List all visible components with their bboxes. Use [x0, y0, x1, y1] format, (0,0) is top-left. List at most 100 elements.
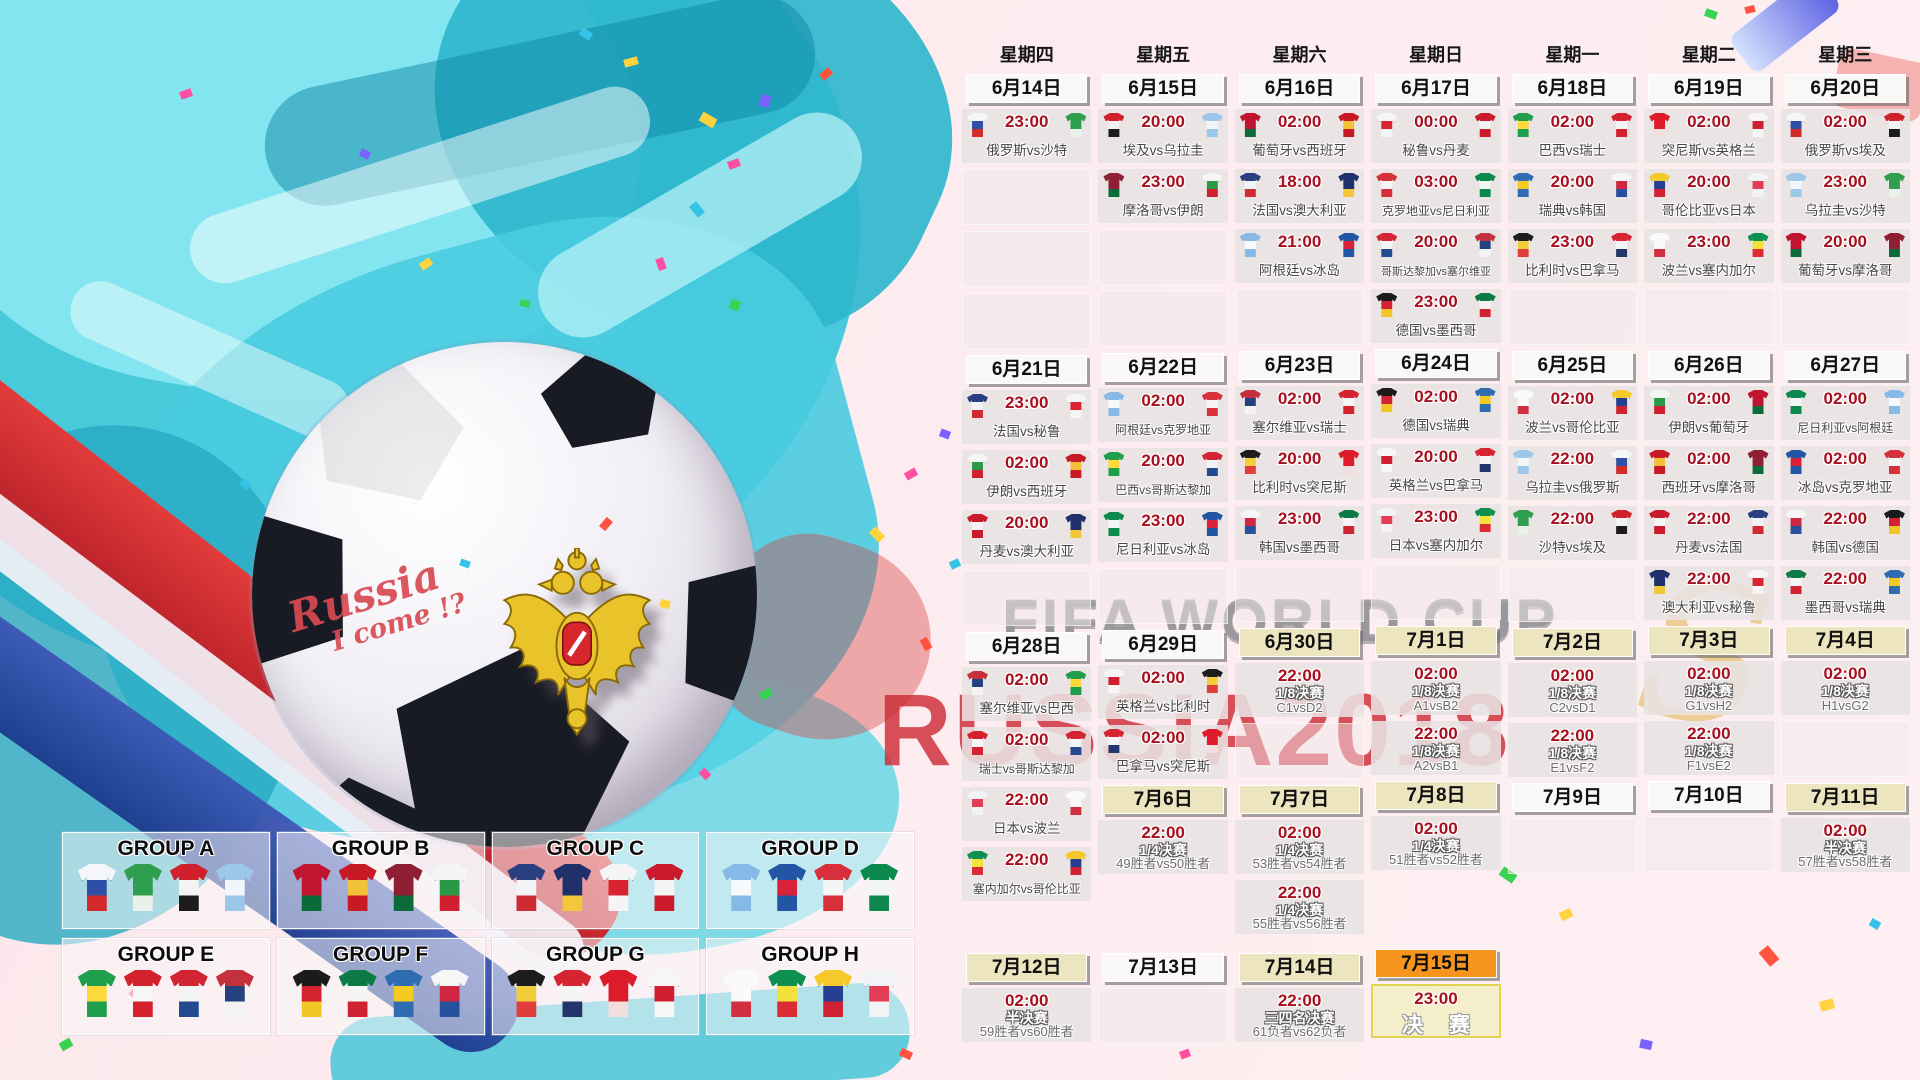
match-cell: 02:00 尼日利亚vs阿根廷 [1780, 386, 1910, 440]
match-teams-label: 埃及vs乌拉圭 [1122, 143, 1204, 158]
team-jersey-icon [1065, 671, 1087, 695]
knockout-teams-label: C1vsD2 [1276, 700, 1323, 715]
knockout-teams-label: C2vsD1 [1549, 700, 1596, 715]
match-time: 20:00 [1550, 172, 1595, 191]
date-header: 7月9日 [1511, 783, 1634, 812]
date-header: 6月16日 [1238, 74, 1361, 103]
soccer-ball [252, 342, 757, 847]
team-jersey-icon [1512, 510, 1534, 534]
team-jersey-icon [1883, 233, 1905, 257]
date-header: 7月2日 [1511, 628, 1634, 657]
team-jersey-icon [1239, 450, 1261, 474]
match-time: 20:00 [1004, 513, 1049, 532]
match-time: 02:00 [1823, 449, 1867, 468]
group-jerseys-row [493, 864, 699, 911]
team-jersey-icon [967, 113, 988, 137]
knockout-round-label: 1/8决赛 [1548, 745, 1597, 761]
match-teams-label: 日本vs塞内加尔 [1388, 538, 1484, 553]
match-cell: 20:00 丹麦vs澳大利亚 [962, 510, 1092, 564]
team-jersey-icon [507, 970, 546, 1017]
weekday-label: 星期三 [1818, 45, 1873, 65]
layout-gap [962, 907, 1091, 953]
team-jersey-icon [860, 970, 899, 1017]
match-time: 00:00 [1414, 112, 1458, 131]
match-teams-label: 德国vs墨西哥 [1395, 323, 1477, 338]
match-cell: 02:00 德国vs瑞典 [1371, 384, 1501, 438]
empty-cell [1644, 816, 1774, 872]
knockout-round-label: 1/8决赛 [1275, 685, 1324, 701]
date-header: 7月13日 [1102, 953, 1224, 982]
team-jersey-icon [1785, 113, 1807, 137]
match-time: 02:00 [1277, 389, 1322, 408]
date-header: 6月17日 [1375, 74, 1497, 103]
match-cell: 23:00 比利时vs巴拿马 [1507, 229, 1638, 283]
schedule-column-7: 星期三 6月20日 02:00 俄罗斯vs埃及 23:00 乌拉圭vs沙特 20:00 葡萄牙… [1780, 42, 1910, 1050]
match-time: 23:00 [1141, 172, 1185, 191]
team-jersey-icon [1474, 233, 1496, 257]
empty-cell [1234, 723, 1365, 779]
match-time: 20:00 [1414, 232, 1458, 251]
team-jersey-icon [768, 970, 807, 1017]
team-jersey-icon [215, 864, 254, 911]
match-teams-label: 丹麦vs澳大利亚 [979, 544, 1074, 559]
date-header: 7月6日 [1102, 785, 1224, 814]
knockout-round-label: 1/8决赛 [1412, 743, 1460, 759]
group-box: GROUP C [491, 832, 700, 929]
group-jerseys-row [63, 864, 269, 911]
match-cell: 02:00 西班牙vs摩洛哥 [1644, 446, 1774, 500]
knockout-time: 02:00 [1550, 666, 1595, 685]
match-cell: 02:00 塞尔维亚vs巴西 [962, 667, 1092, 721]
team-jersey-icon [123, 864, 162, 911]
knockout-time: 22:00 [1414, 724, 1458, 743]
schedule-column-4: 星期日 6月17日 00:00 秘鲁vs丹麦 03:00 克罗地亚vs尼日利亚 20:00 哥… [1371, 42, 1501, 1050]
match-time: 22:00 [1823, 569, 1867, 588]
knockout-cell: 22:00 1/8决赛 A2vsB1 [1371, 721, 1501, 775]
team-jersey-icon [1201, 452, 1223, 476]
match-teams-label: 乌拉圭vs俄罗斯 [1525, 480, 1620, 495]
match-teams-label: 伊朗vs西班牙 [986, 484, 1068, 499]
match-teams-label: 尼日利亚vs冰岛 [1115, 542, 1211, 557]
date-header: 7月14日 [1238, 953, 1361, 982]
match-cell: 02:00 巴西vs瑞士 [1507, 109, 1638, 163]
match-time: 23:00 [1414, 292, 1458, 311]
match-cell: 00:00 秘鲁vs丹麦 [1371, 109, 1501, 163]
knockout-cell: 02:00 1/8决赛 G1vsH2 [1644, 661, 1774, 715]
team-jersey-icon [967, 514, 988, 538]
knockout-round-label: 1/4决赛 [1275, 902, 1324, 918]
date-header: 7月11日 [1784, 783, 1906, 812]
empty-cell [1098, 988, 1228, 1044]
team-jersey-icon [1611, 390, 1633, 414]
group-box: GROUP E [62, 938, 270, 1035]
group-jerseys-row [278, 864, 484, 911]
match-teams-label: 乌拉圭vs沙特 [1804, 203, 1886, 218]
team-jersey-icon [1103, 392, 1125, 416]
team-jersey-icon [1239, 173, 1261, 197]
match-teams-label: 巴西vs哥斯达黎加 [1115, 483, 1212, 497]
match-cell: 23:00 法国vs秘鲁 [962, 390, 1092, 444]
date-header: 6月23日 [1238, 351, 1361, 380]
knockout-time: 22:00 [1687, 724, 1731, 743]
date-header: 7月7日 [1238, 785, 1361, 814]
team-jersey-icon [645, 864, 684, 911]
match-time: 02:00 [1141, 668, 1185, 687]
match-time: 22:00 [1823, 509, 1867, 528]
match-teams-label: 俄罗斯vs沙特 [986, 143, 1068, 158]
match-teams-label: 法国vs澳大利亚 [1252, 203, 1347, 218]
team-jersey-icon [1338, 113, 1360, 137]
knockout-time: 02:00 [1823, 664, 1867, 683]
match-teams-label: 西班牙vs摩洛哥 [1661, 480, 1757, 495]
match-time: 23:00 [1687, 232, 1731, 251]
group-jerseys-row [278, 970, 484, 1017]
team-jersey-icon [1065, 514, 1087, 538]
knockout-teams-label: 51胜者vs52胜者 [1389, 852, 1483, 867]
match-cell: 03:00 克罗地亚vs尼日利亚 [1371, 169, 1501, 223]
group-panels: GROUP A GROUP B GROUP C GROUP D GROUP E GROUP… [62, 832, 914, 1035]
knockout-teams-label: 49胜者vs50胜者 [1116, 856, 1211, 871]
match-cell: 02:00 伊朗vs西班牙 [962, 450, 1092, 504]
match-teams-label: 伊朗vs葡萄牙 [1668, 420, 1750, 435]
knockout-time: 02:00 [1823, 821, 1867, 840]
date-header: 6月22日 [1102, 353, 1224, 382]
schedule-column-1: 星期四 6月14日 23:00 俄罗斯vs沙特 6月21日 23:00 法国vs秘鲁 02:0… [962, 42, 1092, 1050]
team-jersey-icon [1649, 390, 1671, 414]
